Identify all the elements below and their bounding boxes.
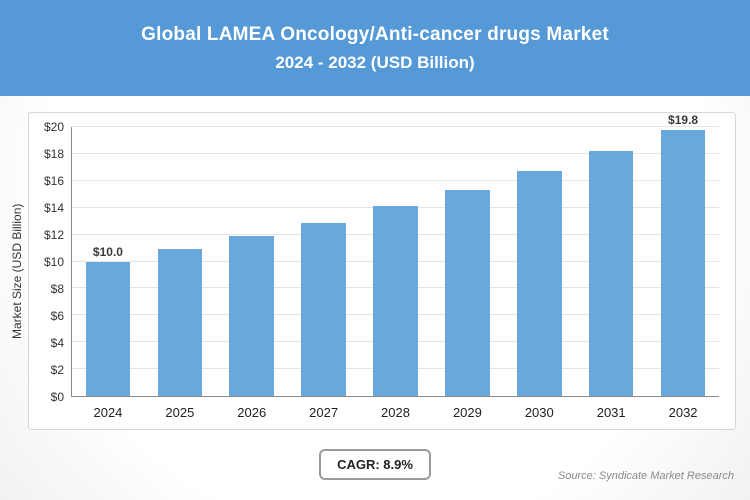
x-tick-label: 2027 bbox=[309, 405, 339, 420]
chart-title-line1: Global LAMEA Oncology/Anti-cancer drugs … bbox=[141, 23, 609, 45]
y-tick-label: $16 bbox=[43, 174, 64, 188]
y-tick-label: $0 bbox=[50, 390, 64, 404]
bar bbox=[373, 206, 418, 396]
y-tick-label: $12 bbox=[43, 228, 64, 242]
bar-cell bbox=[144, 127, 216, 396]
bar bbox=[229, 235, 274, 396]
plot-row: $0 $2 $4 $6 $8 $10 $12 $14 $16 $18 $20 $10.0 $19.8 bbox=[35, 113, 719, 404]
bar bbox=[445, 190, 490, 396]
x-axis-ticks: 2024 2025 2026 2027 2028 2029 2030 2031 2032 bbox=[72, 397, 719, 423]
bar bbox=[301, 222, 346, 396]
x-tick-label: 2032 bbox=[668, 405, 698, 420]
bar-cell: $19.8 bbox=[647, 113, 719, 396]
bar-cell bbox=[360, 127, 432, 396]
x-tick-label: 2031 bbox=[596, 405, 626, 420]
y-axis-title: Market Size (USD Billion) bbox=[10, 203, 24, 339]
y-tick-label: $4 bbox=[50, 336, 64, 350]
plot-frame: $0 $2 $4 $6 $8 $10 $12 $14 $16 $18 $20 $10.0 $19.8 … bbox=[28, 112, 736, 430]
chart-footer: CAGR: 8.9% Source: Syndicate Market Rese… bbox=[0, 430, 750, 498]
y-tick-label: $6 bbox=[50, 309, 64, 323]
y-tick-label: $8 bbox=[50, 282, 64, 296]
x-tick-label: 2026 bbox=[237, 405, 267, 420]
cagr-badge: CAGR: 8.9% bbox=[319, 448, 431, 480]
y-tick-label: $14 bbox=[43, 201, 64, 215]
y-tick-label: $20 bbox=[43, 120, 64, 134]
gridline bbox=[72, 126, 719, 127]
chart-header: Global LAMEA Oncology/Anti-cancer drugs … bbox=[0, 0, 750, 96]
gridline bbox=[72, 152, 719, 154]
y-tick-label: $2 bbox=[50, 363, 64, 377]
x-tick-label: 2024 bbox=[93, 405, 123, 420]
y-axis-ticks: $0 $2 $4 $6 $8 $10 $12 $14 $16 $18 $20 bbox=[35, 120, 71, 404]
chart-area: Market Size (USD Billion) $0 $2 $4 $6 $8 $10 $… bbox=[6, 112, 736, 430]
bar bbox=[157, 249, 203, 396]
x-tick-label: 2030 bbox=[524, 405, 554, 420]
bar-cell bbox=[431, 127, 503, 396]
bar bbox=[660, 129, 706, 396]
x-tick-label: 2028 bbox=[381, 405, 410, 420]
plot-area: $10.0 $19.8 bbox=[71, 113, 719, 397]
chart-title-line2: 2024 - 2032 (USD Billion) bbox=[275, 52, 475, 72]
y-tick-label: $18 bbox=[43, 147, 64, 161]
bar-cell bbox=[503, 127, 575, 396]
bar-cell bbox=[575, 127, 647, 396]
bar-cell bbox=[288, 127, 360, 396]
bar-cell bbox=[216, 127, 288, 396]
x-tick-label: 2025 bbox=[165, 405, 195, 420]
bar-cell: $10.0 bbox=[72, 127, 144, 396]
bar-value-label: $10.0 bbox=[92, 244, 123, 259]
bar bbox=[588, 151, 634, 396]
gridline bbox=[72, 179, 719, 181]
bar bbox=[85, 261, 131, 396]
x-tick-label: 2029 bbox=[452, 405, 482, 420]
bar bbox=[517, 171, 562, 396]
y-tick-label: $10 bbox=[43, 255, 64, 269]
source-text: Source: Syndicate Market Research bbox=[557, 470, 734, 482]
bar-value-label: $19.8 bbox=[668, 112, 699, 127]
